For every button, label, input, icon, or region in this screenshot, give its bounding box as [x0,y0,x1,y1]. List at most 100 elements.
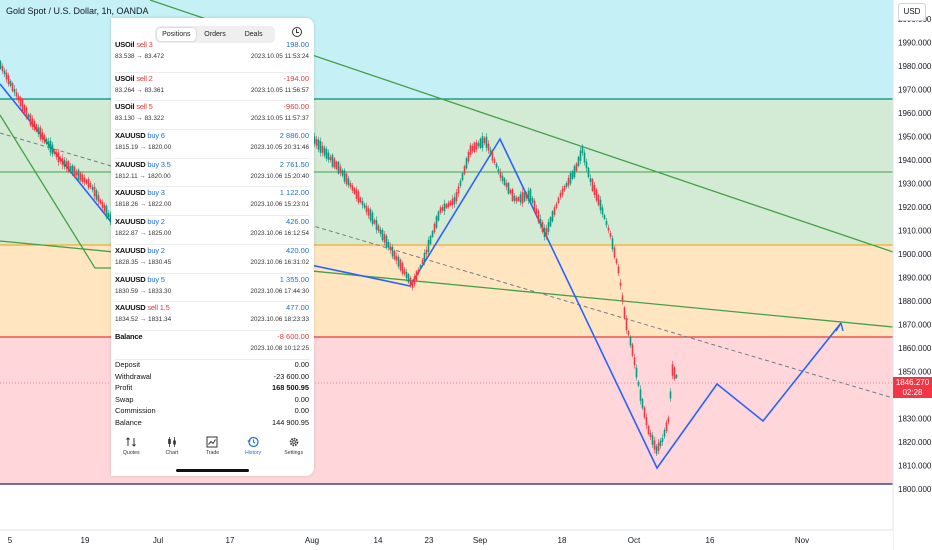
deal-symbol: XAUUSD buy 6 [115,131,165,141]
candle-body [347,178,350,186]
candle-body [99,199,102,204]
channel-left[interactable] [0,114,112,269]
deal-prices: 1822.87 → 1825.00 [115,230,172,238]
candle-body [75,171,78,176]
candle-body [399,259,402,271]
deal-row[interactable]: USOil sell 2 83.264 → 83.361 -194.00 2023.1… [115,73,309,102]
deal-row[interactable]: XAUUSD buy 3.5 1812.11 → 1820.00 2 761.50 2… [115,159,309,188]
deal-row[interactable]: XAUUSD buy 6 1815.19 → 1820.00 2 886.00 202… [115,130,309,159]
nav-chart[interactable]: Chart [152,436,193,464]
candle-body [523,192,526,202]
currency-button[interactable]: USD [898,3,926,21]
deal-row[interactable]: XAUUSD buy 2 1822.87 → 1825.00 426.00 2023.… [115,216,309,245]
nav-quotes[interactable]: Quotes [111,436,152,464]
price-tick-label: 1800.000 [898,485,932,494]
candle-body [631,344,634,356]
candle-body [533,200,536,211]
settings-icon [289,437,298,447]
candle-body [61,158,64,166]
candle-body [563,186,566,191]
deal-row[interactable]: XAUUSD sell 1.5 1834.52 → 1831.34 477.00 20… [115,302,309,331]
deal-profit: 420.00 [286,245,309,255]
deal-profit: 426.00 [286,217,309,227]
candle-body [345,173,348,185]
candle-body [83,177,86,183]
candle-body [107,212,110,218]
time-tick-label: 18 [558,536,567,545]
deal-row[interactable]: Balance -8 600.00 2023.10.08 10:12:25 [115,331,309,360]
candle-body [627,331,630,335]
candle-body [21,99,24,112]
nav-settings[interactable]: Settings [273,436,314,464]
candle-body [521,191,524,204]
deal-row[interactable]: XAUUSD buy 5 1830.59 → 1833.30 1 355.00 202… [115,274,309,303]
tab-orders[interactable]: Orders [204,31,226,38]
deal-prices: 1828.35 → 1830.45 [115,258,172,266]
time-tick-label: 5 [8,536,13,545]
candle-body [13,88,16,93]
deal-row[interactable]: XAUUSD buy 3 1818.26 → 1822.00 1 122.00 202… [115,187,309,217]
candle-body [635,367,638,378]
candle-body [445,204,448,208]
deal-profit: 477.00 [286,303,309,313]
candle-body [485,136,488,148]
candle-body [639,389,642,401]
candle-body [329,156,332,161]
deal-symbol: XAUUSD buy 5 [115,274,165,284]
candle-body [537,210,540,223]
trade-history-panel: Positions Orders Deals USOil sell 3 83.53… [111,18,314,476]
time-axis[interactable] [0,530,893,550]
candle-body [417,269,420,273]
nav-history[interactable]: History [233,436,274,464]
deal-side: buy 2 [147,245,165,255]
time-tick-label: Aug [305,536,319,545]
candle-body [501,175,504,181]
tab-positions[interactable]: Positions [157,28,196,41]
candle-body [453,197,456,205]
deal-profit: 198.00 [286,40,309,49]
candle-body [421,260,424,264]
deal-row[interactable]: USOil sell 3 83.538 → 83.472 198.00 2023.10… [115,40,309,73]
candle-body [91,186,94,190]
price-tick-label: 1860.000 [898,344,932,353]
candle-body [459,180,462,186]
tab-deals[interactable]: Deals [244,31,263,38]
candle-body [519,194,522,203]
candle-body [481,136,484,148]
candle-body [43,135,46,143]
candle-body [475,142,478,150]
candle-body [395,256,398,261]
candle-body [109,214,112,223]
deal-row[interactable]: USOil sell 5 83.130 → 83.322 -960.00 2023.1… [115,101,309,131]
deal-prices: 1830.59 → 1833.30 [115,287,172,295]
chart-icon [168,437,176,447]
candle-body [571,171,574,179]
clock-icon[interactable] [292,27,302,37]
candle-body [673,367,676,380]
candle-body [541,222,544,232]
deal-time: 2023.10.06 16:31:02 [250,258,309,266]
price-axis[interactable] [893,0,932,550]
candle-body [353,188,356,194]
candle-body [81,174,84,183]
summary-row: Profit 168 500.95 [115,383,309,393]
candle-body [393,250,396,260]
candle-body [509,190,512,194]
candle-body [559,192,562,198]
nav-trade[interactable]: Trade [192,436,233,464]
candle-body [561,188,564,195]
last-price-value: 1846.270 [895,378,930,387]
price-tick-label: 1890.000 [898,274,932,283]
candle-body [623,307,626,319]
candle-body [317,139,320,150]
deal-symbol: Balance [115,331,143,341]
candle-body [589,178,592,182]
candle-body [477,143,480,147]
candle-body [391,246,394,257]
candle-body [401,262,404,274]
home-indicator [176,469,249,472]
candle-body [625,318,628,331]
candle-body [431,231,434,237]
candle-body [351,185,354,191]
deal-row[interactable]: XAUUSD buy 2 1828.35 → 1830.45 420.00 2023.… [115,245,309,274]
